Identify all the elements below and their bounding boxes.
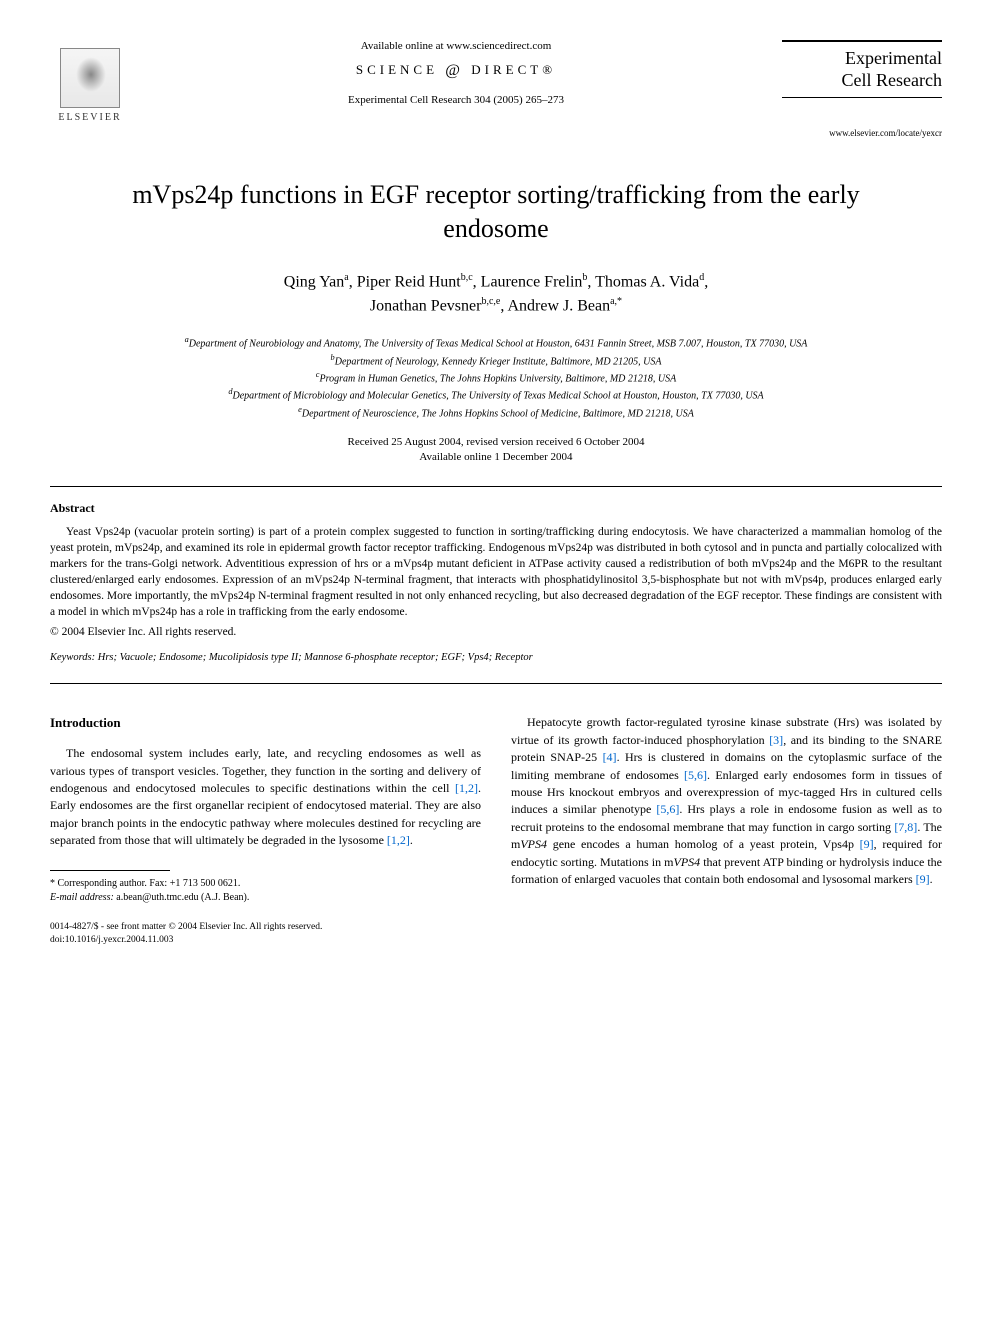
- elsevier-label: ELSEVIER: [58, 112, 121, 123]
- footnotes: * Corresponding author. Fax: +1 713 500 …: [50, 877, 481, 905]
- science-direct-right: DIRECT®: [471, 62, 556, 77]
- intro-para-1: The endosomal system includes early, lat…: [50, 745, 481, 849]
- author-4-sup: d: [699, 272, 704, 283]
- abstract-heading: Abstract: [50, 501, 942, 516]
- author-3: Laurence Frelin: [481, 273, 583, 290]
- header-center: Available online at www.sciencedirect.co…: [130, 40, 782, 106]
- keywords-label: Keywords:: [50, 652, 95, 663]
- keywords: Keywords: Hrs; Vacuole; Endosome; Mucoli…: [50, 652, 942, 663]
- at-icon: @: [445, 62, 464, 79]
- footer-line2: doi:10.1016/j.yexcr.2004.11.003: [50, 934, 481, 947]
- affiliation-e: eDepartment of Neuroscience, The Johns H…: [50, 404, 942, 421]
- author-1: Qing Yan: [284, 273, 344, 290]
- journal-name-line1: Experimental: [782, 48, 942, 70]
- article-title: mVps24p functions in EGF receptor sortin…: [90, 178, 902, 246]
- journal-name: Experimental Cell Research: [782, 40, 942, 98]
- science-direct-left: SCIENCE: [356, 62, 438, 77]
- keywords-list: Hrs; Vacuole; Endosome; Mucolipidosis ty…: [98, 652, 533, 663]
- online-date: Available online 1 December 2004: [50, 450, 942, 465]
- author-2-sup: b,c: [461, 272, 473, 283]
- journal-url: www.elsevier.com/locate/yexcr: [782, 128, 942, 138]
- ref-link[interactable]: [7,8]: [894, 820, 917, 834]
- corresponding-author: * Corresponding author. Fax: +1 713 500 …: [50, 877, 481, 891]
- ref-link[interactable]: [5,6]: [656, 802, 679, 816]
- column-right: Hepatocyte growth factor-regulated tyros…: [511, 714, 942, 947]
- journal-reference: Experimental Cell Research 304 (2005) 26…: [150, 94, 762, 106]
- email-line: E-mail address: a.bean@uth.tmc.edu (A.J.…: [50, 891, 481, 905]
- abstract-text: Yeast Vps24p (vacuolar protein sorting) …: [50, 524, 942, 621]
- elsevier-logo: ELSEVIER: [50, 40, 130, 130]
- ref-link[interactable]: [9]: [916, 872, 930, 886]
- ref-link[interactable]: [4]: [603, 750, 617, 764]
- article-dates: Received 25 August 2004, revised version…: [50, 435, 942, 466]
- author-1-sup: a: [344, 272, 348, 283]
- introduction-heading: Introduction: [50, 714, 481, 733]
- journal-title-box: Experimental Cell Research www.elsevier.…: [782, 40, 942, 138]
- affiliation-d: dDepartment of Microbiology and Molecula…: [50, 386, 942, 403]
- divider-top: [50, 486, 942, 487]
- ref-link[interactable]: [3]: [769, 733, 783, 747]
- abstract-copyright: © 2004 Elsevier Inc. All rights reserved…: [50, 626, 942, 638]
- journal-name-line2: Cell Research: [782, 70, 942, 92]
- affiliation-a: aDepartment of Neurobiology and Anatomy,…: [50, 334, 942, 351]
- affiliation-b: bDepartment of Neurology, Kennedy Kriege…: [50, 352, 942, 369]
- gene-vps4-1: VPS4: [520, 837, 547, 851]
- divider-bottom: [50, 683, 942, 684]
- affiliations: aDepartment of Neurobiology and Anatomy,…: [50, 334, 942, 421]
- intro-para-2: Hepatocyte growth factor-regulated tyros…: [511, 714, 942, 888]
- footnote-divider: [50, 870, 170, 871]
- ref-link[interactable]: [5,6]: [684, 768, 707, 782]
- authors-list: Qing Yana, Piper Reid Huntb,c, Laurence …: [50, 270, 942, 319]
- author-5: Jonathan Pevsner: [370, 297, 482, 314]
- elsevier-tree-icon: [60, 48, 120, 108]
- author-3-sup: b: [582, 272, 587, 283]
- ref-link[interactable]: [1,2]: [387, 833, 410, 847]
- science-direct-logo: SCIENCE @ DIRECT®: [150, 62, 762, 80]
- available-online-text: Available online at www.sciencedirect.co…: [150, 40, 762, 52]
- author-2: Piper Reid Hunt: [357, 273, 461, 290]
- author-5-sup: b,c,e: [481, 296, 500, 307]
- footer: 0014-4827/$ - see front matter © 2004 El…: [50, 921, 481, 948]
- gene-vps4-2: VPS4: [673, 855, 700, 869]
- author-6-sup: a,*: [610, 296, 622, 307]
- page-header: ELSEVIER Available online at www.science…: [50, 40, 942, 138]
- email-address: a.bean@uth.tmc.edu (A.J. Bean).: [116, 892, 249, 903]
- column-left: Introduction The endosomal system includ…: [50, 714, 481, 947]
- email-label: E-mail address:: [50, 892, 114, 903]
- ref-link[interactable]: [9]: [860, 837, 874, 851]
- author-6: Andrew J. Bean: [507, 297, 610, 314]
- received-date: Received 25 August 2004, revised version…: [50, 435, 942, 450]
- ref-link[interactable]: [1,2]: [455, 781, 478, 795]
- affiliation-c: cProgram in Human Genetics, The Johns Ho…: [50, 369, 942, 386]
- footer-line1: 0014-4827/$ - see front matter © 2004 El…: [50, 921, 481, 934]
- body-columns: Introduction The endosomal system includ…: [50, 714, 942, 947]
- author-4: Thomas A. Vida: [595, 273, 699, 290]
